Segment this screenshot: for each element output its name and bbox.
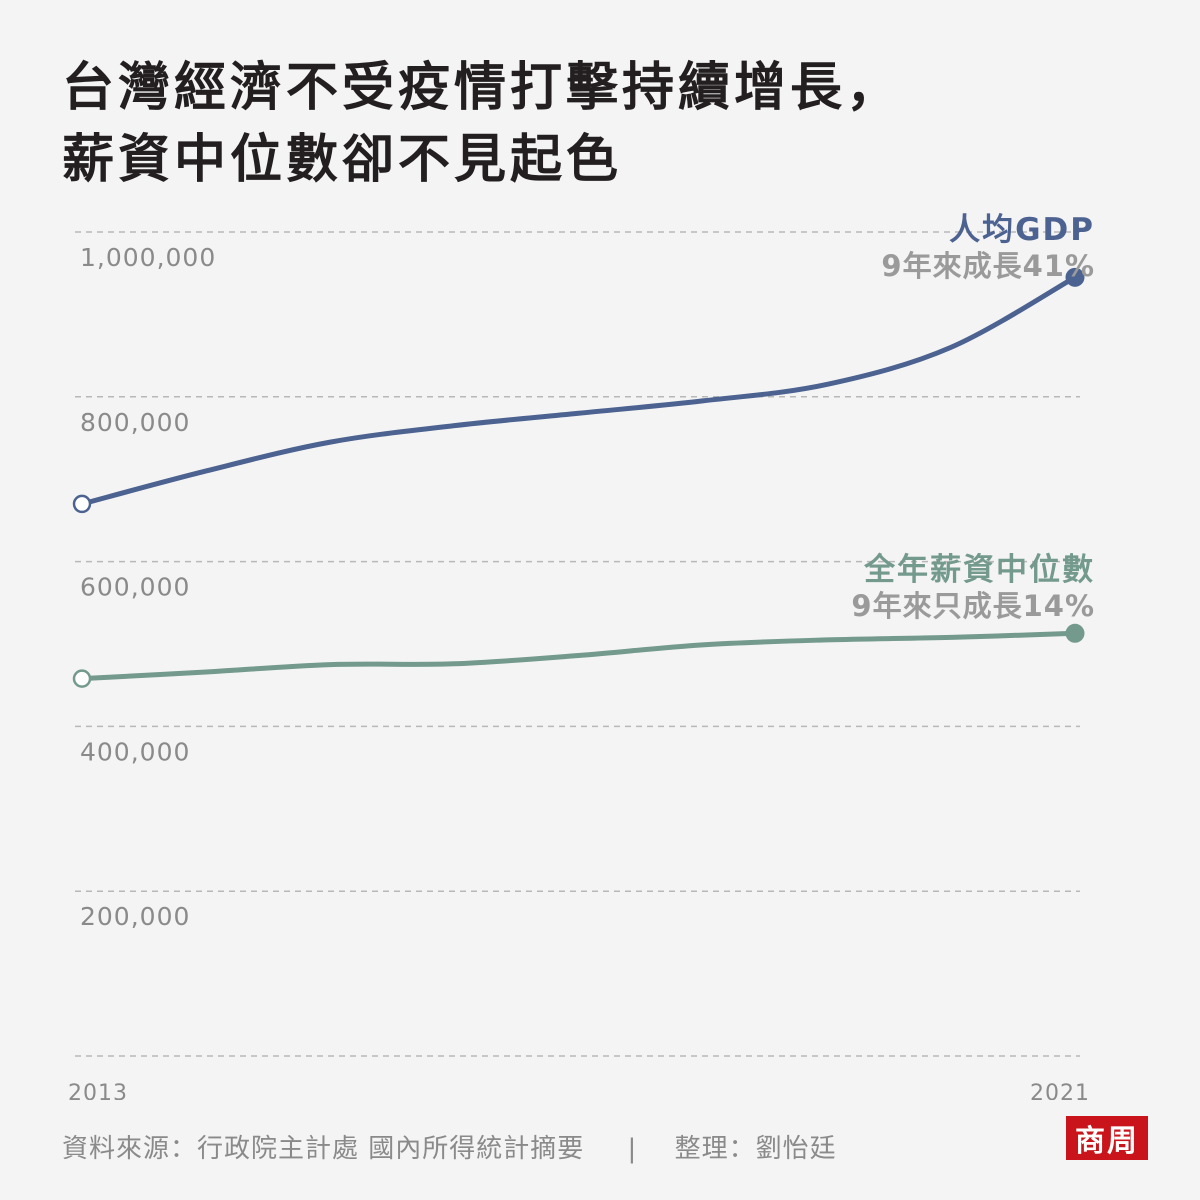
x-tick-label: 2021: [1030, 1081, 1090, 1100]
title-line-2: 薪資中位數卻不見起色: [62, 130, 623, 190]
series-start-point: [72, 669, 92, 688]
logo-text: 商周: [1075, 1124, 1139, 1159]
series-label: 人均GDP: [949, 212, 1095, 248]
footer: 資料來源：行政院主計處 國內所得統計摘要 | 整理：劉怡廷: [62, 1128, 837, 1165]
footer-separator: |: [627, 1134, 638, 1164]
series-start-point: [72, 494, 92, 514]
x-tick-label: 2013: [68, 1081, 128, 1100]
series-label: 全年薪資中位數: [863, 552, 1095, 588]
series-line-1: [79, 274, 1078, 507]
y-tick-label: 200,000: [80, 902, 190, 931]
title-line-1: 台灣經濟不受疫情打擊持續增長，: [62, 58, 903, 118]
y-tick-label: 1,000,000: [80, 243, 216, 272]
chart-title: 台灣經濟不受疫情打擊持續增長， 薪資中位數卻不見起色: [62, 52, 902, 196]
y-tick-label: 400,000: [80, 737, 190, 766]
series-growth-note: 9年來成長41%: [881, 249, 1095, 283]
editor-credit: 整理：劉怡廷: [674, 1134, 837, 1164]
series-end-point: [1065, 267, 1085, 287]
source-note: 資料來源：行政院主計處 國內所得統計摘要: [62, 1134, 585, 1164]
y-tick-label: 800,000: [80, 408, 190, 437]
series-growth-note: 9年來只成長14%: [851, 589, 1095, 623]
business-weekly-logo: 商周: [1066, 1116, 1148, 1160]
line-chart: 200,000 400,000 600,000 800,000 1,000,000 201…: [68, 212, 1095, 1100]
y-tick-label: 600,000: [80, 573, 190, 602]
series-end-point: [1065, 623, 1085, 643]
series-line-2: [79, 630, 1078, 682]
